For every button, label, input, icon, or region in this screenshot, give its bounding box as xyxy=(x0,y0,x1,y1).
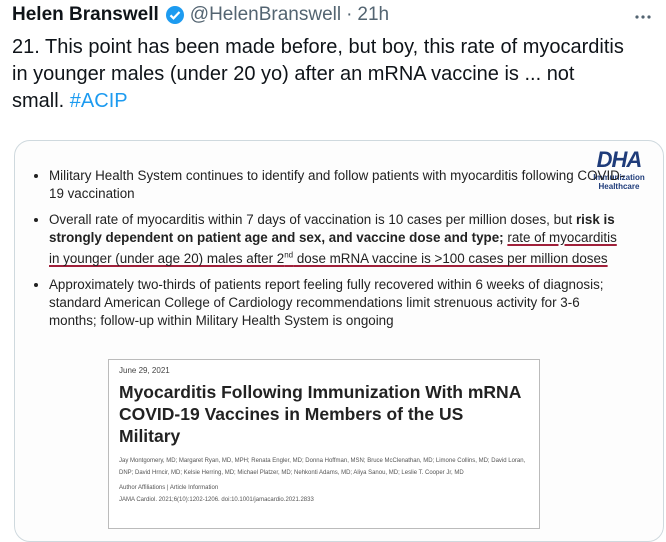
paper-date: June 29, 2021 xyxy=(119,366,170,375)
attached-image[interactable]: DHA Immunization Healthcare Military Hea… xyxy=(14,140,664,542)
more-menu[interactable] xyxy=(634,14,652,20)
paper-links: Author Affiliations | Article Informatio… xyxy=(119,485,219,491)
bullet-text: Overall rate of myocarditis within 7 day… xyxy=(49,212,576,227)
bullet-text: Military Health System continues to iden… xyxy=(49,168,625,201)
author-handle[interactable]: @HelenBranswell xyxy=(189,4,342,25)
underlined-start: rate of myocarditis in younger (under ag… xyxy=(49,230,617,267)
verified-badge xyxy=(165,6,184,24)
logo-subtitle: Immunization Healthcare xyxy=(593,173,645,191)
bullet: Approximately two-thirds of patients rep… xyxy=(49,276,629,330)
superscript: nd xyxy=(284,251,294,260)
paper-title: Myocarditis Following Immunization With … xyxy=(119,382,521,446)
separator: · xyxy=(346,4,353,25)
hashtag[interactable]: #ACIP xyxy=(69,90,128,112)
tweet-screenshot: Helen Branswell @HelenBranswell · 21h 21… xyxy=(0,0,666,520)
logo-title: DHA xyxy=(596,147,643,172)
underlined-text: rate of myocarditis in younger (under ag… xyxy=(49,230,617,266)
timestamp[interactable]: 21h xyxy=(357,4,390,25)
paper-authors: Jay Montgomery, MD; Margaret Ryan, MD, M… xyxy=(119,458,526,476)
tweet-body: 21. This point has been made before, but… xyxy=(12,36,624,112)
bullet-text: Approximately two-thirds of patients rep… xyxy=(49,277,604,329)
dha-logo: DHA Immunization Healthcare xyxy=(579,147,659,191)
underlined-end: dose mRNA vaccine is >100 cases per mill… xyxy=(293,251,608,267)
bullet-bold: risk is strongly dependent on patient ag… xyxy=(49,212,615,245)
author-name[interactable]: Helen Branswell xyxy=(12,4,159,25)
bullet: Overall rate of myocarditis within 7 day… xyxy=(49,211,629,268)
tweet-text: 21. This point has been made before, but… xyxy=(12,34,632,115)
paper-citation: JAMA Cardiol. 2021;6(10):1202-1206. doi:… xyxy=(119,497,314,503)
slide-bullets: Military Health System continues to iden… xyxy=(31,167,629,338)
tweet-header: Helen Branswell @HelenBranswell · 21h xyxy=(12,4,389,26)
bullet: Military Health System continues to iden… xyxy=(49,167,629,203)
paper-card: June 29, 2021 Myocarditis Following Immu… xyxy=(108,359,540,529)
